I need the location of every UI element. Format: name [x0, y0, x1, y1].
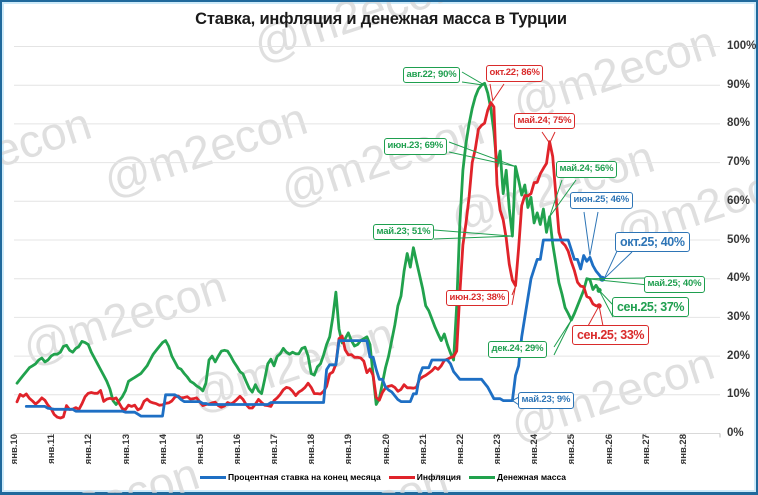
- svg-text:@m2econ: @m2econ: [2, 97, 97, 211]
- svg-text:@m2econ: @m2econ: [2, 447, 205, 493]
